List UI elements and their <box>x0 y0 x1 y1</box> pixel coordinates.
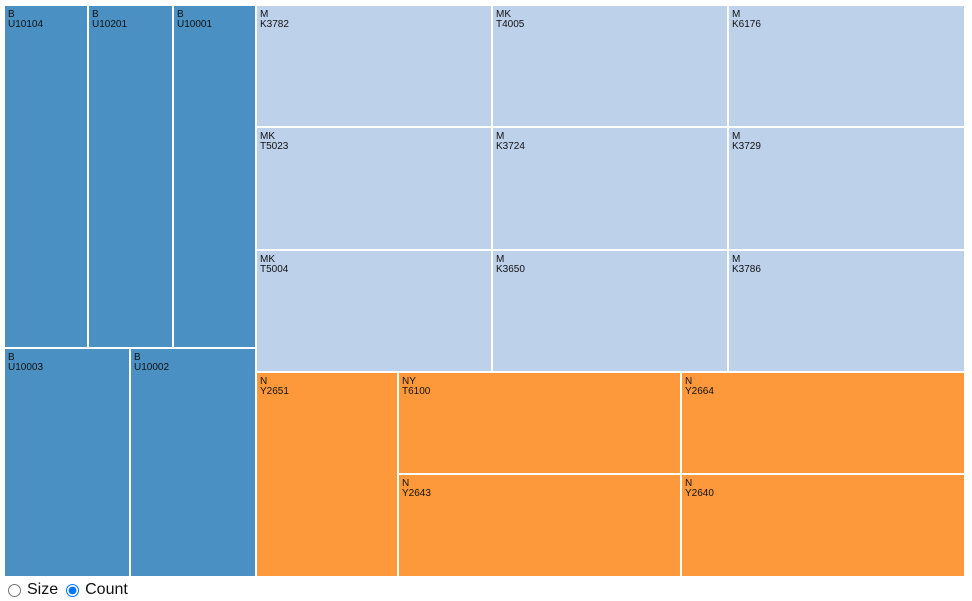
treemap-cell[interactable]: MK T4005 <box>492 5 728 127</box>
cell-group-label: M <box>732 254 741 265</box>
cell-group-label: N <box>260 376 268 387</box>
cell-group-label: B <box>8 9 15 20</box>
cell-id-label: U10003 <box>8 362 44 373</box>
cell-group-label: MK <box>260 254 275 265</box>
cell-group-label: M <box>732 9 741 20</box>
cell-group-label: B <box>92 9 99 20</box>
cell-id-label: Y2643 <box>402 488 431 499</box>
treemap-cell[interactable]: M K3786 <box>728 250 965 372</box>
count-option[interactable]: Count <box>66 581 128 599</box>
cell-id-label: T4005 <box>496 19 525 30</box>
cell-id-label: K3786 <box>732 264 761 275</box>
cell-id-label: K3782 <box>260 19 289 30</box>
treemap-cell[interactable]: MK T5023 <box>256 127 492 250</box>
cell-group-label: B <box>134 352 141 363</box>
treemap-cell[interactable]: B U10201 <box>88 5 173 348</box>
cell-group-label: NY <box>402 376 416 387</box>
treemap-cell[interactable]: B U10104 <box>4 5 88 348</box>
count-label: Count <box>85 581 128 598</box>
treemap-cell[interactable]: M K3782 <box>256 5 492 127</box>
treemap-cell[interactable]: M K3724 <box>492 127 728 250</box>
cell-id-label: U10201 <box>92 19 128 30</box>
size-label: Size <box>27 581 59 598</box>
size-radio[interactable] <box>8 583 21 597</box>
measure-selector: Size Count <box>8 580 136 600</box>
cell-group-label: M <box>496 131 505 142</box>
cell-id-label: U10001 <box>177 19 213 30</box>
cell-id-label: Y2664 <box>685 386 714 397</box>
treemap-cell[interactable]: N Y2664 <box>681 372 965 474</box>
cell-group-label: M <box>260 9 269 20</box>
cell-id-label: T5023 <box>260 141 289 152</box>
cell-id-label: T5004 <box>260 264 289 275</box>
cell-id-label: K6176 <box>732 19 761 30</box>
treemap-cell[interactable]: N Y2640 <box>681 474 965 577</box>
cell-id-label: K3650 <box>496 264 525 275</box>
treemap-cell[interactable]: M K6176 <box>728 5 965 127</box>
treemap-cell[interactable]: M K3729 <box>728 127 965 250</box>
treemap-chart: B U10104 B U10201 B U10001 B U10003 B U10002 M K378… <box>4 5 965 577</box>
cell-id-label: U10104 <box>8 19 44 30</box>
cell-id-label: Y2651 <box>260 386 289 397</box>
cell-group-label: MK <box>496 9 511 20</box>
count-radio[interactable] <box>66 583 80 597</box>
cell-id-label: T6100 <box>402 386 431 397</box>
cell-id-label: U10002 <box>134 362 170 373</box>
cell-id-label: K3724 <box>496 141 525 152</box>
size-option[interactable]: Size <box>8 581 58 599</box>
cell-group-label: N <box>685 376 693 387</box>
cell-id-label: K3729 <box>732 141 761 152</box>
treemap-cell[interactable]: N Y2651 <box>256 372 398 577</box>
cell-group-label: N <box>402 478 410 489</box>
treemap-cell[interactable]: B U10001 <box>173 5 256 348</box>
treemap-cell[interactable]: B U10002 <box>130 348 256 577</box>
treemap-cell[interactable]: MK T5004 <box>256 250 492 372</box>
cell-group-label: MK <box>260 131 275 142</box>
treemap-cell[interactable]: NY T6100 <box>398 372 681 474</box>
cell-group-label: B <box>8 352 15 363</box>
treemap-cell[interactable]: M K3650 <box>492 250 728 372</box>
cell-group-label: M <box>732 131 741 142</box>
cell-group-label: M <box>496 254 505 265</box>
cell-id-label: Y2640 <box>685 488 714 499</box>
treemap-cell[interactable]: B U10003 <box>4 348 130 577</box>
treemap-cell[interactable]: N Y2643 <box>398 474 681 577</box>
cell-group-label: N <box>685 478 693 489</box>
cell-group-label: B <box>177 9 184 20</box>
